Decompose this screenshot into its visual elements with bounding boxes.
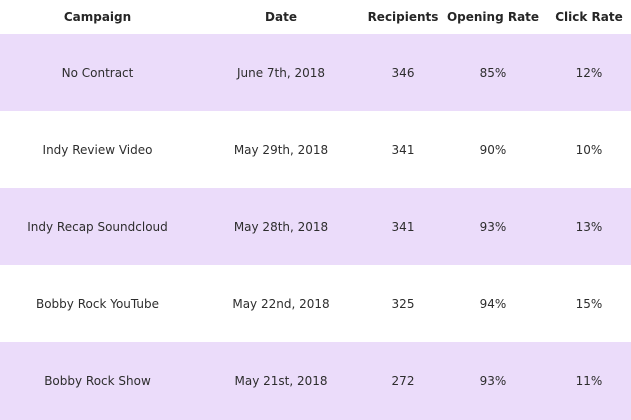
opening-rate-cell: 94% [479,296,507,311]
click-rate-cell: 10% [575,142,603,157]
date-cell: June 7th, 2018 [236,65,326,80]
campaign-cell: Indy Review Video [42,142,153,157]
opening-rate-cell: 85% [479,65,507,80]
header-campaign[interactable]: Campaign [63,10,132,24]
click-rate-cell: 12% [575,65,603,80]
campaign-cell: Bobby Rock YouTube [35,296,160,311]
recipients-cell: 325 [391,296,415,311]
date-cell: May 29th, 2018 [233,142,329,157]
recipients-cell: 341 [391,219,415,234]
header-opening-rate[interactable]: Opening Rate [446,10,540,24]
recipients-cell: 272 [391,374,415,388]
header-date[interactable]: Date [265,10,297,24]
recipients-cell: 346 [391,65,415,80]
table-row[interactable]: Bobby Rock YouTube May 22nd, 2018 325 94… [0,265,631,342]
table-row[interactable]: Bobby Rock Show May 21st, 2018 272 93% 1… [0,342,631,420]
click-rate-cell: 11% [575,374,603,388]
click-rate-cell: 13% [575,219,603,234]
campaign-cell: Bobby Rock Show [44,374,151,388]
campaign-cell: No Contract [61,65,134,80]
table-header-row: Campaign Date Recipients Opening Rate Cl… [0,0,631,34]
click-rate-cell: 15% [575,296,603,311]
opening-rate-cell: 90% [479,142,507,157]
date-cell: May 21st, 2018 [234,374,328,388]
header-recipients[interactable]: Recipients [367,10,439,24]
date-cell: May 22nd, 2018 [232,296,330,311]
header-click-rate[interactable]: Click Rate [555,10,623,24]
campaign-cell: Indy Recap Soundcloud [27,219,168,234]
table-row[interactable]: Indy Review Video May 29th, 2018 341 90%… [0,111,631,188]
opening-rate-cell: 93% [479,374,507,388]
date-cell: May 28th, 2018 [233,219,329,234]
table-row[interactable]: Indy Recap Soundcloud May 28th, 2018 341… [0,188,631,265]
table-row[interactable]: No Contract June 7th, 2018 346 85% 12% [0,34,631,111]
opening-rate-cell: 93% [479,219,507,234]
recipients-cell: 341 [391,142,415,157]
